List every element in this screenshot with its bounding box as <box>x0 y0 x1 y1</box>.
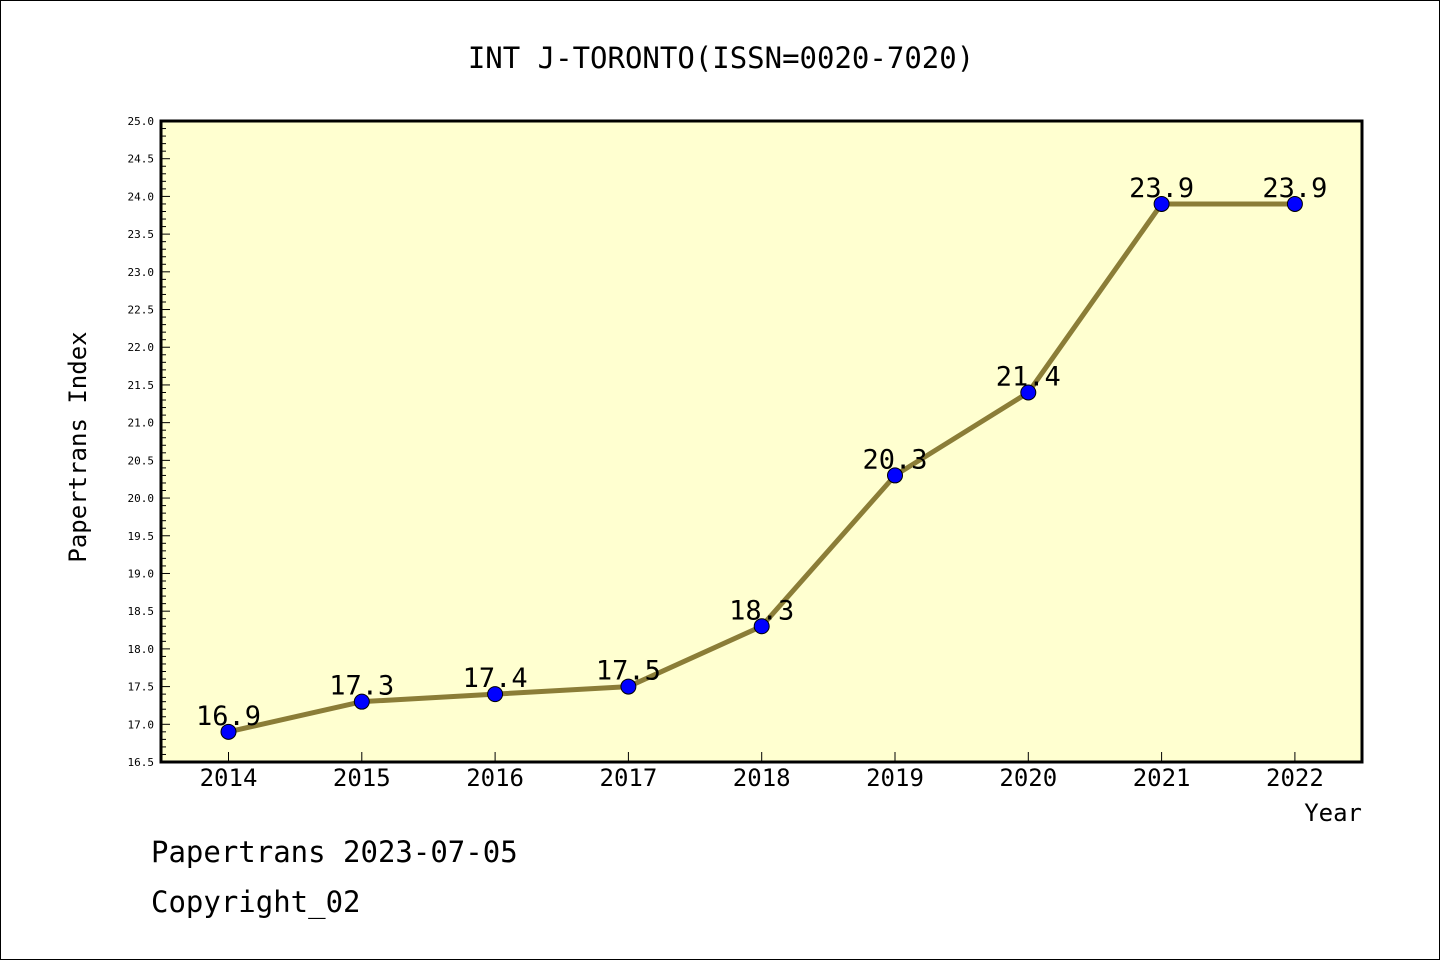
y-tick-label: 18.5 <box>128 605 155 618</box>
data-point <box>753 618 770 635</box>
data-label: 23.9 <box>1129 173 1194 204</box>
y-tick-label: 21.5 <box>128 379 155 392</box>
plot-area <box>159 119 1364 764</box>
data-label: 17.3 <box>329 671 394 702</box>
x-tick-label: 2017 <box>600 764 658 792</box>
data-point <box>487 686 504 703</box>
y-tick-label: 22.5 <box>128 304 155 317</box>
x-tick-label: 2021 <box>1133 764 1191 792</box>
y-tick-label: 21.0 <box>128 417 155 430</box>
y-tick-label: 25.0 <box>128 115 155 128</box>
data-point <box>1153 195 1170 212</box>
y-tick-label: 20.0 <box>128 492 155 505</box>
data-label: 23.9 <box>1262 173 1327 204</box>
data-label: 17.4 <box>463 663 528 694</box>
footer-copyright-text: Copyright_02 <box>151 885 361 919</box>
y-tick-label: 17.5 <box>128 681 155 694</box>
data-point <box>887 467 903 484</box>
x-tick-label: 2019 <box>866 764 924 792</box>
y-tick-label: 23.0 <box>128 266 155 279</box>
y-tick-label: 22.0 <box>128 341 155 354</box>
y-tick-label: 24.5 <box>128 153 155 166</box>
x-axis-ticks: 2014 2015 2016 2017 2018 2019 2020 2021 2022 <box>200 752 1324 792</box>
y-tick-label: 23.5 <box>128 228 155 241</box>
x-tick-label: 2016 <box>466 764 524 792</box>
y-axis-title: Papertrans Index <box>64 331 92 562</box>
x-axis-title: Year <box>1304 799 1362 827</box>
data-label: 20.3 <box>862 444 927 475</box>
x-tick-label: 2014 <box>200 764 258 792</box>
footer-date-text: Papertrans 2023-07-05 <box>151 835 518 869</box>
y-tick-label: 19.0 <box>128 567 155 580</box>
x-tick-label: 2015 <box>333 764 391 792</box>
data-point <box>620 678 637 695</box>
data-point <box>353 693 370 710</box>
y-tick-label: 17.0 <box>128 718 155 731</box>
data-labels: 16.9 17.3 17.4 17.5 18.3 20.3 21.4 23.9 23.9 <box>196 173 1327 732</box>
data-markers <box>220 195 1303 740</box>
data-point <box>1020 384 1037 401</box>
chart-title: INT J-TORONTO(ISSN=0020-7020) <box>468 41 974 75</box>
x-tick-label: 2022 <box>1266 764 1324 792</box>
y-tick-label: 18.0 <box>128 643 155 656</box>
y-axis-ticks: 16.5 17.0 17.5 18.0 18.5 19.0 19.5 20.0 20.5 21.0… <box>128 115 170 769</box>
data-point <box>1286 195 1303 212</box>
data-label: 17.5 <box>596 656 661 687</box>
y-tick-label: 24.0 <box>128 190 155 203</box>
y-tick-label: 16.5 <box>128 756 155 769</box>
data-label: 16.9 <box>196 701 261 732</box>
x-tick-label: 2018 <box>733 764 791 792</box>
y-tick-label: 20.5 <box>128 454 155 467</box>
x-tick-label: 2020 <box>999 764 1057 792</box>
data-label: 18.3 <box>729 595 794 626</box>
data-point <box>220 723 237 740</box>
data-label: 21.4 <box>996 361 1061 392</box>
y-tick-label: 19.5 <box>128 530 155 543</box>
